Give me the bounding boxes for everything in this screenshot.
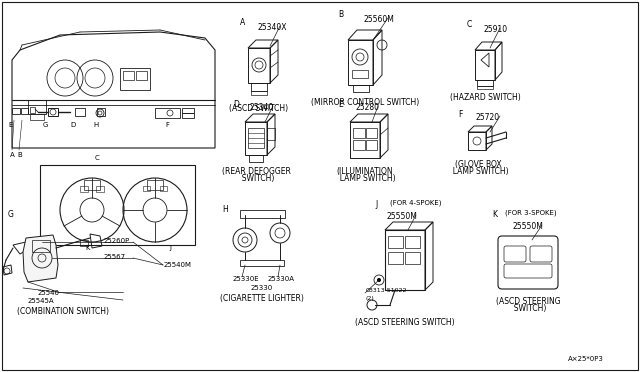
Bar bbox=[251, 83, 267, 91]
Text: (ASCD STEERING: (ASCD STEERING bbox=[496, 297, 560, 306]
Bar bbox=[353, 140, 365, 150]
Bar bbox=[267, 128, 275, 140]
Polygon shape bbox=[23, 235, 58, 282]
Bar bbox=[251, 91, 267, 95]
Bar bbox=[353, 128, 365, 138]
Bar bbox=[143, 186, 150, 191]
Text: J: J bbox=[375, 200, 377, 209]
Text: E: E bbox=[338, 100, 343, 109]
Bar bbox=[366, 140, 377, 150]
Text: H: H bbox=[222, 205, 228, 214]
Bar bbox=[477, 86, 493, 89]
Bar bbox=[405, 236, 420, 248]
Bar bbox=[160, 186, 167, 191]
Bar bbox=[40, 165, 195, 245]
Text: 25280: 25280 bbox=[355, 103, 379, 112]
Text: (COMBINATION SWITCH): (COMBINATION SWITCH) bbox=[17, 307, 109, 316]
Bar bbox=[80, 240, 88, 246]
Bar bbox=[182, 108, 194, 113]
Bar bbox=[28, 100, 46, 114]
Text: (CIGARETTE LIGHTER): (CIGARETTE LIGHTER) bbox=[220, 294, 304, 303]
Text: (HAZARD SWITCH): (HAZARD SWITCH) bbox=[450, 93, 520, 102]
Text: LAMP SWITCH): LAMP SWITCH) bbox=[335, 174, 396, 183]
Bar bbox=[84, 180, 100, 190]
Bar bbox=[123, 71, 134, 80]
Text: 25910: 25910 bbox=[483, 25, 507, 34]
Text: 25260P: 25260P bbox=[104, 238, 131, 244]
Text: 25330: 25330 bbox=[251, 285, 273, 291]
Text: (ILLUMINATION: (ILLUMINATION bbox=[337, 167, 394, 176]
Text: A×25*0P3: A×25*0P3 bbox=[568, 356, 604, 362]
Bar bbox=[240, 210, 285, 218]
Text: 25540M: 25540M bbox=[164, 262, 192, 268]
Bar bbox=[21, 108, 28, 114]
Bar bbox=[248, 128, 264, 148]
Text: F: F bbox=[458, 110, 462, 119]
Text: 25720: 25720 bbox=[476, 113, 500, 122]
Bar bbox=[32, 240, 50, 252]
Bar bbox=[240, 260, 284, 266]
Text: (MIRROR CONTROL SWITCH): (MIRROR CONTROL SWITCH) bbox=[311, 98, 419, 107]
Bar bbox=[366, 128, 377, 138]
Text: A: A bbox=[10, 152, 15, 158]
Text: C: C bbox=[95, 155, 100, 161]
Text: F: F bbox=[165, 122, 169, 128]
Text: (FOR 3-SPOKE): (FOR 3-SPOKE) bbox=[505, 210, 557, 217]
Text: A: A bbox=[240, 18, 245, 27]
Text: D: D bbox=[70, 122, 76, 128]
Bar bbox=[477, 80, 493, 86]
Text: C: C bbox=[467, 20, 472, 29]
Bar bbox=[80, 186, 88, 192]
Text: SWITCH): SWITCH) bbox=[237, 174, 275, 183]
Text: 25567: 25567 bbox=[104, 254, 126, 260]
Bar bbox=[249, 155, 263, 162]
Text: (GLOVE BOX: (GLOVE BOX bbox=[454, 160, 501, 169]
Text: B: B bbox=[17, 152, 22, 158]
Bar bbox=[405, 252, 420, 264]
Text: G: G bbox=[8, 210, 14, 219]
Bar bbox=[136, 71, 147, 80]
Text: 25545A: 25545A bbox=[28, 298, 54, 304]
Bar bbox=[48, 108, 58, 116]
Text: (2): (2) bbox=[366, 296, 375, 301]
Bar bbox=[30, 114, 44, 120]
Text: (FOR 4-SPOKE): (FOR 4-SPOKE) bbox=[390, 200, 442, 206]
Bar bbox=[182, 113, 194, 118]
Text: SWITCH): SWITCH) bbox=[509, 304, 547, 313]
Text: (REAR DEFOGGER: (REAR DEFOGGER bbox=[221, 167, 291, 176]
Text: E: E bbox=[8, 122, 12, 128]
Text: 08313-51022: 08313-51022 bbox=[366, 288, 408, 293]
Text: G: G bbox=[43, 122, 49, 128]
Text: D: D bbox=[233, 100, 239, 109]
Bar bbox=[388, 236, 403, 248]
Circle shape bbox=[377, 278, 381, 282]
Text: LAMP SWITCH): LAMP SWITCH) bbox=[448, 167, 508, 176]
Bar bbox=[12, 108, 20, 114]
Bar bbox=[75, 108, 85, 116]
Text: 25550M: 25550M bbox=[513, 222, 543, 231]
Text: 25550M: 25550M bbox=[387, 212, 417, 221]
Text: H: H bbox=[93, 122, 99, 128]
Text: B: B bbox=[338, 10, 343, 19]
Text: K: K bbox=[492, 210, 497, 219]
Text: (ASCD STEERING SWITCH): (ASCD STEERING SWITCH) bbox=[355, 318, 455, 327]
Text: J: J bbox=[169, 245, 171, 251]
Bar bbox=[388, 252, 403, 264]
Bar bbox=[155, 108, 180, 118]
Bar bbox=[120, 68, 150, 90]
Text: 25340X: 25340X bbox=[258, 23, 287, 32]
Bar bbox=[97, 108, 105, 116]
Text: 25560M: 25560M bbox=[363, 15, 394, 24]
Bar bbox=[96, 186, 104, 192]
Bar bbox=[30, 107, 35, 113]
Text: K: K bbox=[86, 245, 90, 251]
Bar bbox=[353, 85, 369, 92]
Bar bbox=[147, 180, 163, 190]
Text: (ASCD SWITCH): (ASCD SWITCH) bbox=[229, 104, 289, 113]
Text: 25330E: 25330E bbox=[233, 276, 260, 282]
Text: 25330A: 25330A bbox=[268, 276, 295, 282]
Text: 25340: 25340 bbox=[250, 103, 275, 112]
Text: 25540: 25540 bbox=[38, 290, 60, 296]
